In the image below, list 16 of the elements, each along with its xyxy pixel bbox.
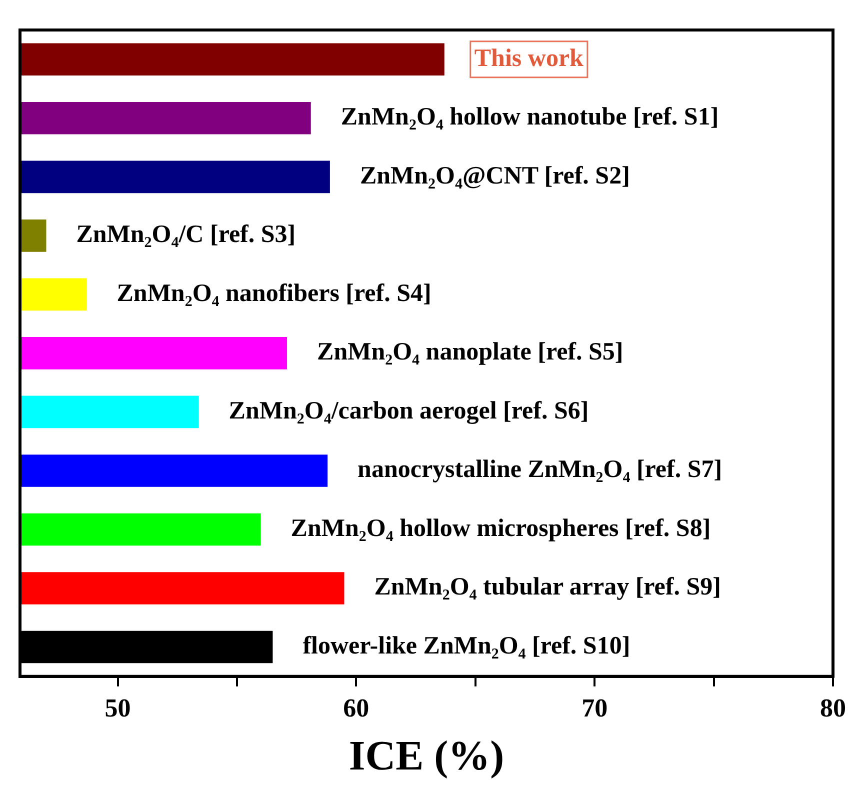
y-tick-label: ZnMn₂O₄/carbon aerogel [ref. S6] (228, 397, 589, 424)
y-tick-label: flower-like ZnMn₂O₄ [ref. S10] (302, 632, 630, 660)
y-tick-label: ZnMn₂O₄ hollow microspheres [ref. S8] (290, 514, 711, 542)
x-tick-label: 80 (820, 694, 846, 723)
y-tick-label: ZnMn₂O₄ tubular array [ref. S9] (374, 574, 721, 601)
y-tick-label: ZnMn₂O₄ nanoplate [ref. S5] (317, 338, 624, 366)
x-tick-label: 60 (343, 694, 370, 723)
y-tick-label: ZnMn₂O₄@CNT [ref. S2] (360, 162, 630, 190)
y-tick-label: ZnMn₂O₄ hollow nanotube [ref. S1] (340, 104, 719, 131)
x-tick-label: 70 (582, 694, 608, 723)
x-tick-label: 50 (104, 694, 131, 723)
y-tick-label: This work (474, 44, 584, 72)
y-tick-label: ZnMn₂O₄/C [ref. S3] (76, 221, 296, 248)
y-tick-label: nanocrystalline ZnMn₂O₄ [ref. S7] (358, 456, 722, 484)
x-axis-title: ICE (%) (348, 734, 504, 780)
y-tick-label: ZnMn₂O₄ nanofibers [ref. S4] (116, 280, 432, 307)
